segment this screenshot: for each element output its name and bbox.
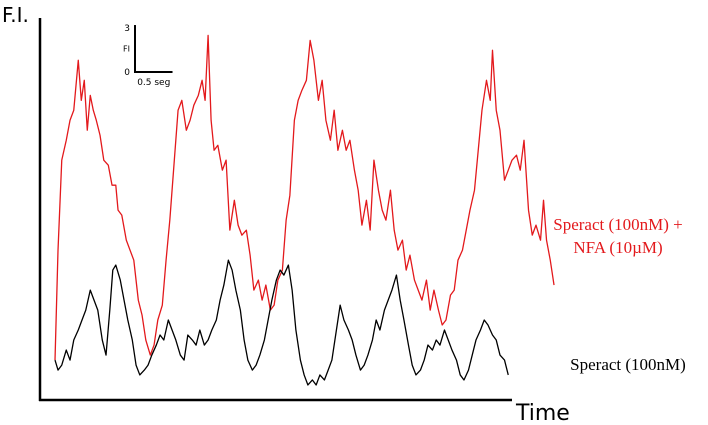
- line-series: [54, 259, 509, 386]
- scale-bar-tick-label: 3: [124, 24, 130, 34]
- scale-bar-tick-label: 0: [124, 68, 130, 78]
- line-series: [54, 34, 555, 361]
- x-axis-label: Time: [515, 401, 570, 425]
- scale-bar-y-label: FI: [123, 45, 130, 54]
- series-label: Speract (100nM) + NFA (10µM): [553, 215, 683, 257]
- scale-bar-x-label: 0.5 seg: [137, 78, 170, 88]
- y-axis-label: F.I.: [2, 3, 29, 27]
- series-label: Speract (100nM): [570, 355, 686, 374]
